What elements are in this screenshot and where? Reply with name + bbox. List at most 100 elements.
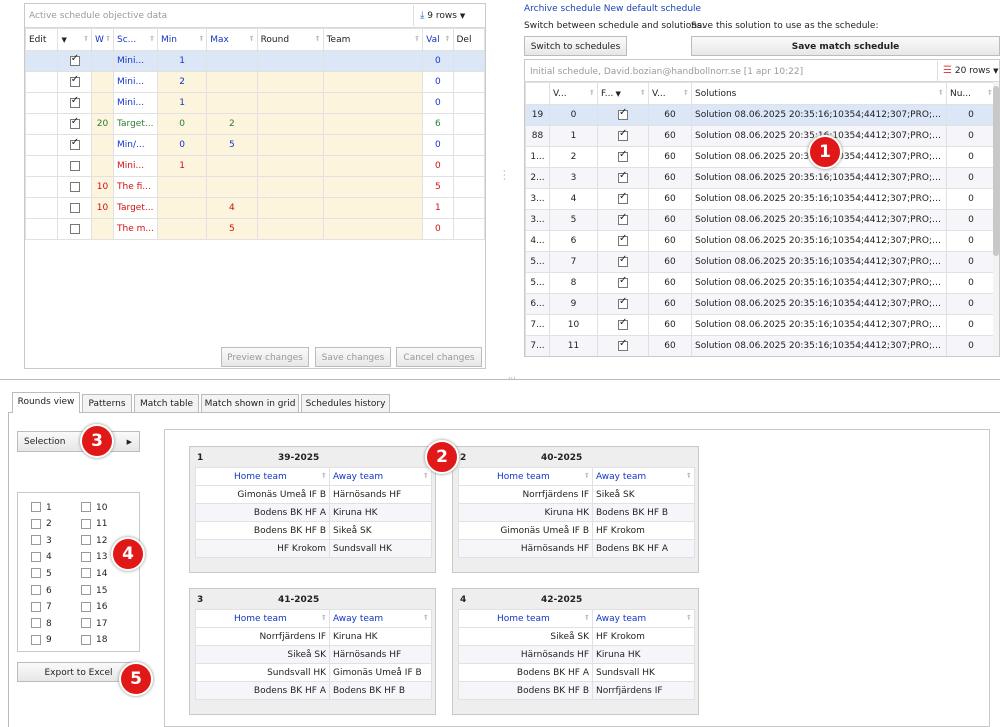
table-cell[interactable]: 10: [91, 197, 115, 219]
table-cell[interactable]: [597, 125, 649, 147]
home-team-header[interactable]: Home team ⍒: [458, 609, 593, 628]
round-checkbox[interactable]: [31, 568, 41, 579]
table-cell[interactable]: Solution 08.06.2025 20:35:16;10354;4412;…: [691, 167, 947, 189]
table-cell[interactable]: [256, 50, 324, 72]
away-team-header[interactable]: Away team ⍒: [329, 609, 432, 628]
round-checkbox[interactable]: [31, 618, 41, 629]
solutions-col-header[interactable]: [525, 82, 550, 105]
table-cell[interactable]: [24, 50, 59, 72]
table-cell[interactable]: 6: [422, 113, 454, 135]
table-cell[interactable]: [206, 50, 258, 72]
row-checkbox[interactable]: [618, 212, 628, 225]
match-row[interactable]: Härnösands HF Kiruna HK: [458, 645, 695, 664]
away-team-cell[interactable]: Kiruna HK: [329, 627, 432, 646]
away-team-cell[interactable]: Bodens BK HF A: [592, 539, 695, 558]
away-team-cell[interactable]: Kiruna HK: [329, 503, 432, 522]
table-cell[interactable]: 1: [422, 197, 454, 219]
round-filter-item[interactable]: 1: [31, 502, 52, 513]
vertical-splitter[interactable]: · · ·: [503, 167, 506, 184]
away-team-cell[interactable]: Norrfjärdens IF: [592, 681, 695, 700]
filter-icon[interactable]: ⍒: [105, 34, 111, 43]
solutions-col-header[interactable]: V... ⍒: [549, 82, 598, 105]
table-cell[interactable]: 0: [422, 50, 454, 72]
scrollbar-thumb[interactable]: [993, 86, 999, 256]
table-cell[interactable]: 7...: [525, 314, 550, 336]
table-cell[interactable]: [206, 92, 258, 114]
table-cell[interactable]: 5: [549, 209, 598, 231]
round-checkbox[interactable]: [81, 551, 91, 562]
objective-col-header[interactable]: Val ⍒: [422, 28, 454, 51]
filter-icon[interactable]: ⍒: [640, 88, 645, 97]
table-cell[interactable]: 88: [525, 125, 550, 147]
table-cell[interactable]: [452, 71, 485, 93]
row-checkbox[interactable]: [69, 223, 80, 234]
table-cell[interactable]: [322, 113, 424, 135]
away-team-cell[interactable]: Kiruna HK: [592, 645, 695, 664]
table-cell[interactable]: [322, 50, 424, 72]
filter-icon[interactable]: ⍒: [414, 34, 420, 43]
table-cell[interactable]: [452, 134, 485, 156]
table-cell[interactable]: 0: [549, 104, 598, 126]
filter-icon[interactable]: ⍒: [938, 88, 943, 97]
table-cell[interactable]: [256, 197, 324, 219]
round-filter-item[interactable]: 8: [31, 618, 52, 629]
table-cell[interactable]: 60: [648, 146, 692, 168]
table-cell[interactable]: 0: [946, 272, 996, 294]
table-cell[interactable]: 19: [525, 104, 550, 126]
table-cell[interactable]: 3...: [525, 188, 550, 210]
table-cell[interactable]: [322, 197, 424, 219]
table-cell[interactable]: [597, 293, 649, 315]
row-checkbox[interactable]: [69, 95, 80, 108]
filter-icon[interactable]: ⍒: [423, 471, 428, 480]
table-cell[interactable]: [57, 113, 93, 135]
round-checkbox[interactable]: [81, 518, 91, 529]
table-cell[interactable]: The fi...: [113, 176, 159, 198]
round-filter-item[interactable]: 11: [81, 518, 107, 529]
table-cell[interactable]: [597, 251, 649, 273]
objective-col-header[interactable]: W ⍒: [91, 28, 115, 51]
match-row[interactable]: Sundsvall HK Gimonäs Umeå IF B: [195, 663, 432, 682]
row-checkbox[interactable]: [69, 116, 80, 129]
match-row[interactable]: Bodens BK HF B Sikeå SK: [195, 521, 432, 540]
table-cell[interactable]: Solution 08.06.2025 20:35:16;10354;4412;…: [691, 272, 947, 294]
table-cell[interactable]: [452, 155, 485, 177]
export-to-excel-button[interactable]: Export to Excel: [17, 662, 140, 682]
table-cell[interactable]: [597, 272, 649, 294]
table-cell[interactable]: 0: [946, 230, 996, 252]
table-cell[interactable]: 1: [157, 155, 208, 177]
away-team-header[interactable]: Away team ⍒: [592, 609, 695, 628]
table-cell[interactable]: [452, 92, 485, 114]
save-match-schedule-button[interactable]: Save match schedule: [691, 36, 1000, 56]
objective-col-header[interactable]: Del: [452, 28, 485, 51]
table-cell[interactable]: [91, 134, 115, 156]
table-cell[interactable]: 1...: [525, 146, 550, 168]
objective-col-header[interactable]: Max ⍒: [206, 28, 258, 51]
table-cell[interactable]: 2...: [525, 167, 550, 189]
table-cell[interactable]: [597, 167, 649, 189]
home-team-cell[interactable]: Härnösands HF: [458, 539, 593, 558]
table-cell[interactable]: [452, 50, 485, 72]
objective-col-header[interactable]: Team ⍒: [322, 28, 424, 51]
table-cell[interactable]: 11: [549, 335, 598, 356]
table-cell[interactable]: [452, 218, 485, 240]
table-cell[interactable]: 3: [549, 167, 598, 189]
round-checkbox[interactable]: [81, 585, 91, 595]
table-cell[interactable]: [24, 155, 59, 177]
objective-col-header[interactable]: Edit: [24, 28, 59, 51]
table-cell[interactable]: 0: [422, 92, 454, 114]
home-team-header[interactable]: Home team ⍒: [195, 467, 330, 486]
table-cell[interactable]: 60: [648, 335, 692, 356]
objective-col-header[interactable]: Min ⍒: [157, 28, 208, 51]
filter-icon[interactable]: ⍒: [423, 613, 428, 622]
home-team-cell[interactable]: Bodens BK HF A: [195, 681, 330, 700]
table-cell[interactable]: [597, 230, 649, 252]
away-team-cell[interactable]: Bodens BK HF B: [592, 503, 695, 522]
away-team-cell[interactable]: Härnösands HF: [329, 645, 432, 664]
table-cell[interactable]: [157, 218, 208, 240]
table-cell[interactable]: 1: [549, 125, 598, 147]
table-cell[interactable]: 2: [206, 113, 258, 135]
match-row[interactable]: Bodens BK HF A Kiruna HK: [195, 503, 432, 522]
home-team-cell[interactable]: Sikeå SK: [195, 645, 330, 664]
